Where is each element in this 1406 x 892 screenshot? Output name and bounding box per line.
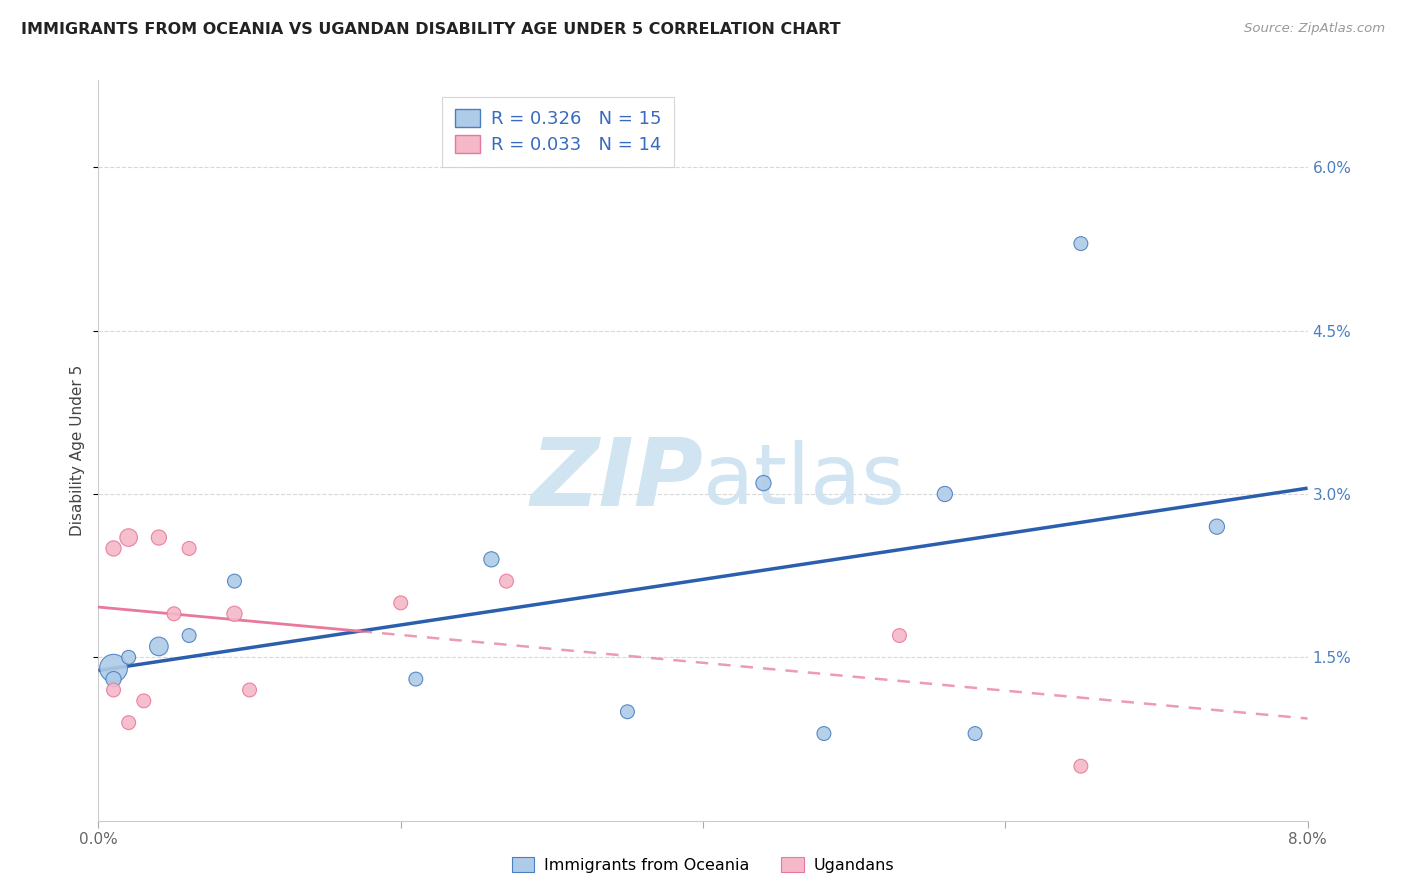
Point — [813, 726, 835, 740]
Point — [148, 531, 170, 545]
Point — [148, 640, 170, 654]
Point — [103, 541, 125, 556]
Point — [179, 541, 201, 556]
Y-axis label: Disability Age Under 5: Disability Age Under 5 — [70, 365, 86, 536]
Point — [103, 683, 125, 698]
Point — [1070, 236, 1092, 251]
Point — [103, 672, 125, 686]
Point — [481, 552, 503, 566]
Point — [495, 574, 517, 588]
Point — [616, 705, 638, 719]
Point — [389, 596, 412, 610]
Legend: Immigrants from Oceania, Ugandans: Immigrants from Oceania, Ugandans — [506, 851, 900, 880]
Point — [239, 683, 262, 698]
Text: ZIP: ZIP — [530, 434, 703, 526]
Point — [1070, 759, 1092, 773]
Point — [163, 607, 186, 621]
Point — [118, 715, 141, 730]
Point — [103, 661, 125, 675]
Text: Source: ZipAtlas.com: Source: ZipAtlas.com — [1244, 22, 1385, 36]
Point — [752, 476, 775, 491]
Point — [405, 672, 427, 686]
Point — [889, 628, 911, 642]
Text: atlas: atlas — [703, 440, 904, 521]
Point — [118, 650, 141, 665]
Point — [965, 726, 987, 740]
Point — [132, 694, 155, 708]
Point — [224, 574, 246, 588]
Point — [934, 487, 956, 501]
Point — [224, 607, 246, 621]
Point — [179, 628, 201, 642]
Legend: R = 0.326   N = 15, R = 0.033   N = 14: R = 0.326 N = 15, R = 0.033 N = 14 — [441, 96, 673, 167]
Text: IMMIGRANTS FROM OCEANIA VS UGANDAN DISABILITY AGE UNDER 5 CORRELATION CHART: IMMIGRANTS FROM OCEANIA VS UGANDAN DISAB… — [21, 22, 841, 37]
Point — [1206, 519, 1229, 533]
Point — [118, 531, 141, 545]
